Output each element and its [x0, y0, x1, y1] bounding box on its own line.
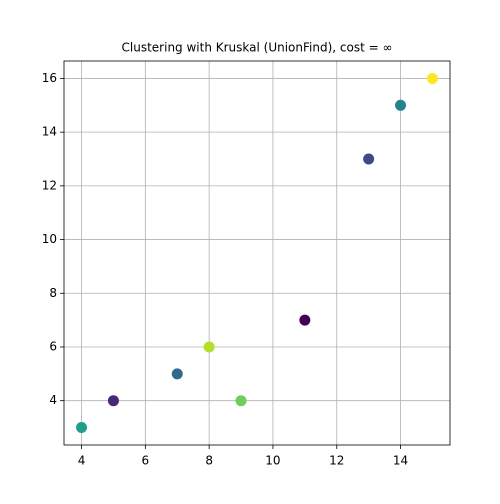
x-tick-label: 4 [78, 454, 86, 468]
y-tick-label: 6 [49, 339, 57, 353]
point [76, 422, 88, 434]
y-tick-label: 16 [42, 71, 57, 85]
point [235, 395, 247, 407]
x-tick-label: 8 [205, 454, 213, 468]
chart-title: Clustering with Kruskal (UnionFind), cos… [122, 41, 393, 55]
plot-frame [63, 60, 451, 446]
y-tick-label: 10 [42, 232, 57, 246]
point [363, 153, 375, 165]
x-tick-label: 10 [265, 454, 280, 468]
y-tick-label: 12 [42, 178, 57, 192]
point [107, 395, 119, 407]
point [203, 341, 215, 353]
point [395, 99, 407, 111]
y-tick-label: 4 [49, 393, 57, 407]
y-tick-label: 14 [42, 125, 57, 139]
point [426, 72, 438, 84]
x-tick-label: 12 [329, 454, 344, 468]
y-tick-label: 8 [49, 286, 57, 300]
x-tick-label: 14 [393, 454, 408, 468]
point [299, 314, 311, 326]
point [171, 368, 183, 380]
x-tick-label: 6 [142, 454, 150, 468]
